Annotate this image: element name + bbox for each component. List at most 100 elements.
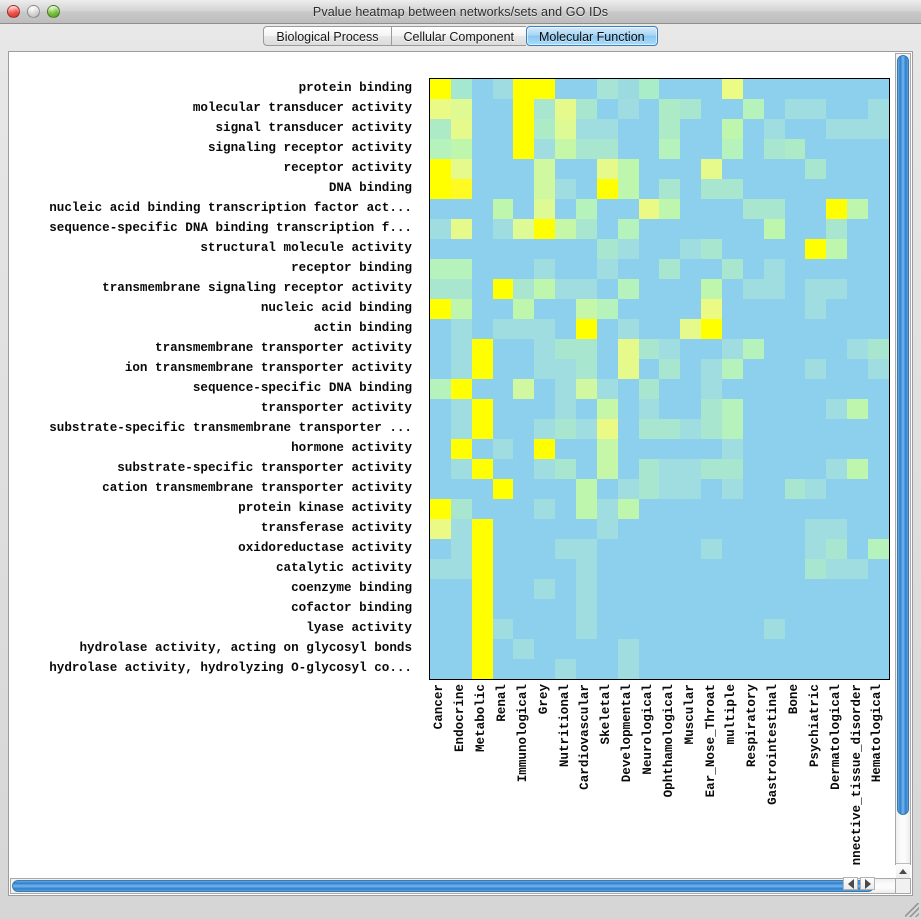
- heatmap-cell: [826, 379, 848, 399]
- column-label: Cancer: [432, 684, 447, 730]
- heatmap-cell: [430, 639, 451, 659]
- heatmap-cell: [805, 139, 827, 159]
- heatmap-cell: [555, 179, 577, 199]
- heatmap-cell: [763, 179, 785, 199]
- heatmap-cell: [450, 339, 472, 359]
- heatmap-cell: [450, 239, 472, 259]
- heatmap-cell: [471, 339, 493, 359]
- heatmap-cell: [576, 599, 597, 619]
- heatmap-cell: [847, 559, 869, 579]
- heatmap-cell: [868, 199, 889, 219]
- heatmap-cell: [722, 599, 743, 619]
- row-label: hydrolase activity, hydrolyzing O-glycos…: [49, 661, 412, 675]
- heatmap-cell: [868, 179, 889, 199]
- heatmap-cell: [680, 419, 702, 439]
- vertical-scrollbar[interactable]: [895, 53, 911, 865]
- row-label: protein binding: [298, 81, 412, 95]
- heatmap-cell: [576, 559, 597, 579]
- heatmap-cell: [576, 259, 597, 279]
- heatmap-cell: [450, 499, 472, 519]
- heatmap-cell: [471, 559, 493, 579]
- heatmap-cell: [450, 439, 472, 459]
- heatmap-cell: [826, 579, 848, 599]
- scroll-right-button[interactable]: [860, 877, 875, 890]
- heatmap-cell: [742, 379, 764, 399]
- heatmap-cell: [555, 239, 577, 259]
- heatmap-cell: [534, 479, 556, 499]
- heatmap-cell: [847, 519, 869, 539]
- resize-grip[interactable]: [905, 903, 919, 917]
- heatmap-cell: [784, 479, 806, 499]
- row-label: cofactor binding: [291, 601, 412, 615]
- heatmap-cell: [763, 79, 785, 99]
- tab-biological-process[interactable]: Biological Process: [263, 26, 391, 46]
- minimize-button[interactable]: [27, 5, 40, 18]
- heatmap-cell: [471, 179, 493, 199]
- heatmap-cell: [847, 459, 869, 479]
- heatmap-cell: [492, 659, 514, 679]
- heatmap-cell: [659, 479, 681, 499]
- heatmap-cell: [722, 419, 743, 439]
- heatmap-cell: [430, 559, 451, 579]
- heatmap-cell: [742, 559, 764, 579]
- arrow-right-icon: [864, 878, 871, 889]
- heatmap-cell: [742, 219, 764, 239]
- heatmap-cell: [513, 319, 535, 339]
- heatmap-cell: [430, 299, 451, 319]
- heatmap-cell: [638, 439, 660, 459]
- heatmap-cell: [555, 199, 577, 219]
- row-label: receptor binding: [291, 261, 412, 275]
- heatmap-cell: [659, 399, 681, 419]
- heatmap-cell: [847, 339, 869, 359]
- heatmap-cell: [722, 619, 743, 639]
- heatmap-cell: [701, 459, 723, 479]
- tab-cellular-component[interactable]: Cellular Component: [390, 26, 526, 46]
- heatmap-cell: [742, 139, 764, 159]
- heatmap-cell: [722, 579, 743, 599]
- tab-molecular-function[interactable]: Molecular Function: [526, 26, 658, 46]
- zoom-button[interactable]: [47, 5, 60, 18]
- heatmap-cell: [847, 239, 869, 259]
- heatmap-cell: [430, 619, 451, 639]
- heatmap-cell: [430, 499, 451, 519]
- heatmap-cell: [722, 339, 743, 359]
- horizontal-scrollbar-thumb[interactable]: [12, 880, 874, 892]
- horizontal-scroll-buttons: [843, 877, 875, 890]
- heatmap-cell: [680, 379, 702, 399]
- heatmap-cell: [638, 659, 660, 679]
- heatmap-cell: [471, 299, 493, 319]
- heatmap-cell: [450, 199, 472, 219]
- heatmap-cell: [638, 619, 660, 639]
- heatmap-cell: [805, 539, 827, 559]
- heatmap-cell: [763, 379, 785, 399]
- heatmap-cell: [722, 299, 743, 319]
- column-label: Ear_Nose_Throat: [703, 684, 718, 798]
- heatmap-cell: [805, 259, 827, 279]
- heatmap-cell: [763, 279, 785, 299]
- heatmap-cell: [763, 199, 785, 219]
- row-label: catalytic activity: [275, 561, 412, 575]
- heatmap-cell: [826, 99, 848, 119]
- heatmap-cell: [638, 159, 660, 179]
- heatmap-cell: [805, 159, 827, 179]
- heatmap-cell: [826, 79, 848, 99]
- heatmap-cell: [805, 219, 827, 239]
- vertical-scrollbar-thumb[interactable]: [897, 55, 909, 815]
- heatmap-cell: [701, 399, 723, 419]
- heatmap-cell: [868, 219, 889, 239]
- heatmap-cell: [617, 399, 639, 419]
- heatmap-cell: [826, 199, 848, 219]
- heatmap-cell: [534, 419, 556, 439]
- heatmap-cell: [722, 499, 743, 519]
- close-button[interactable]: [7, 5, 20, 18]
- scroll-left-button[interactable]: [843, 877, 858, 890]
- heatmap-cell: [534, 359, 556, 379]
- heatmap-cell: [430, 179, 451, 199]
- heatmap-cell: [430, 239, 451, 259]
- scroll-up-button[interactable]: [896, 863, 910, 878]
- horizontal-scrollbar[interactable]: [10, 877, 896, 894]
- heatmap-cell: [638, 299, 660, 319]
- heatmap-cell: [701, 419, 723, 439]
- heatmap-cell: [680, 299, 702, 319]
